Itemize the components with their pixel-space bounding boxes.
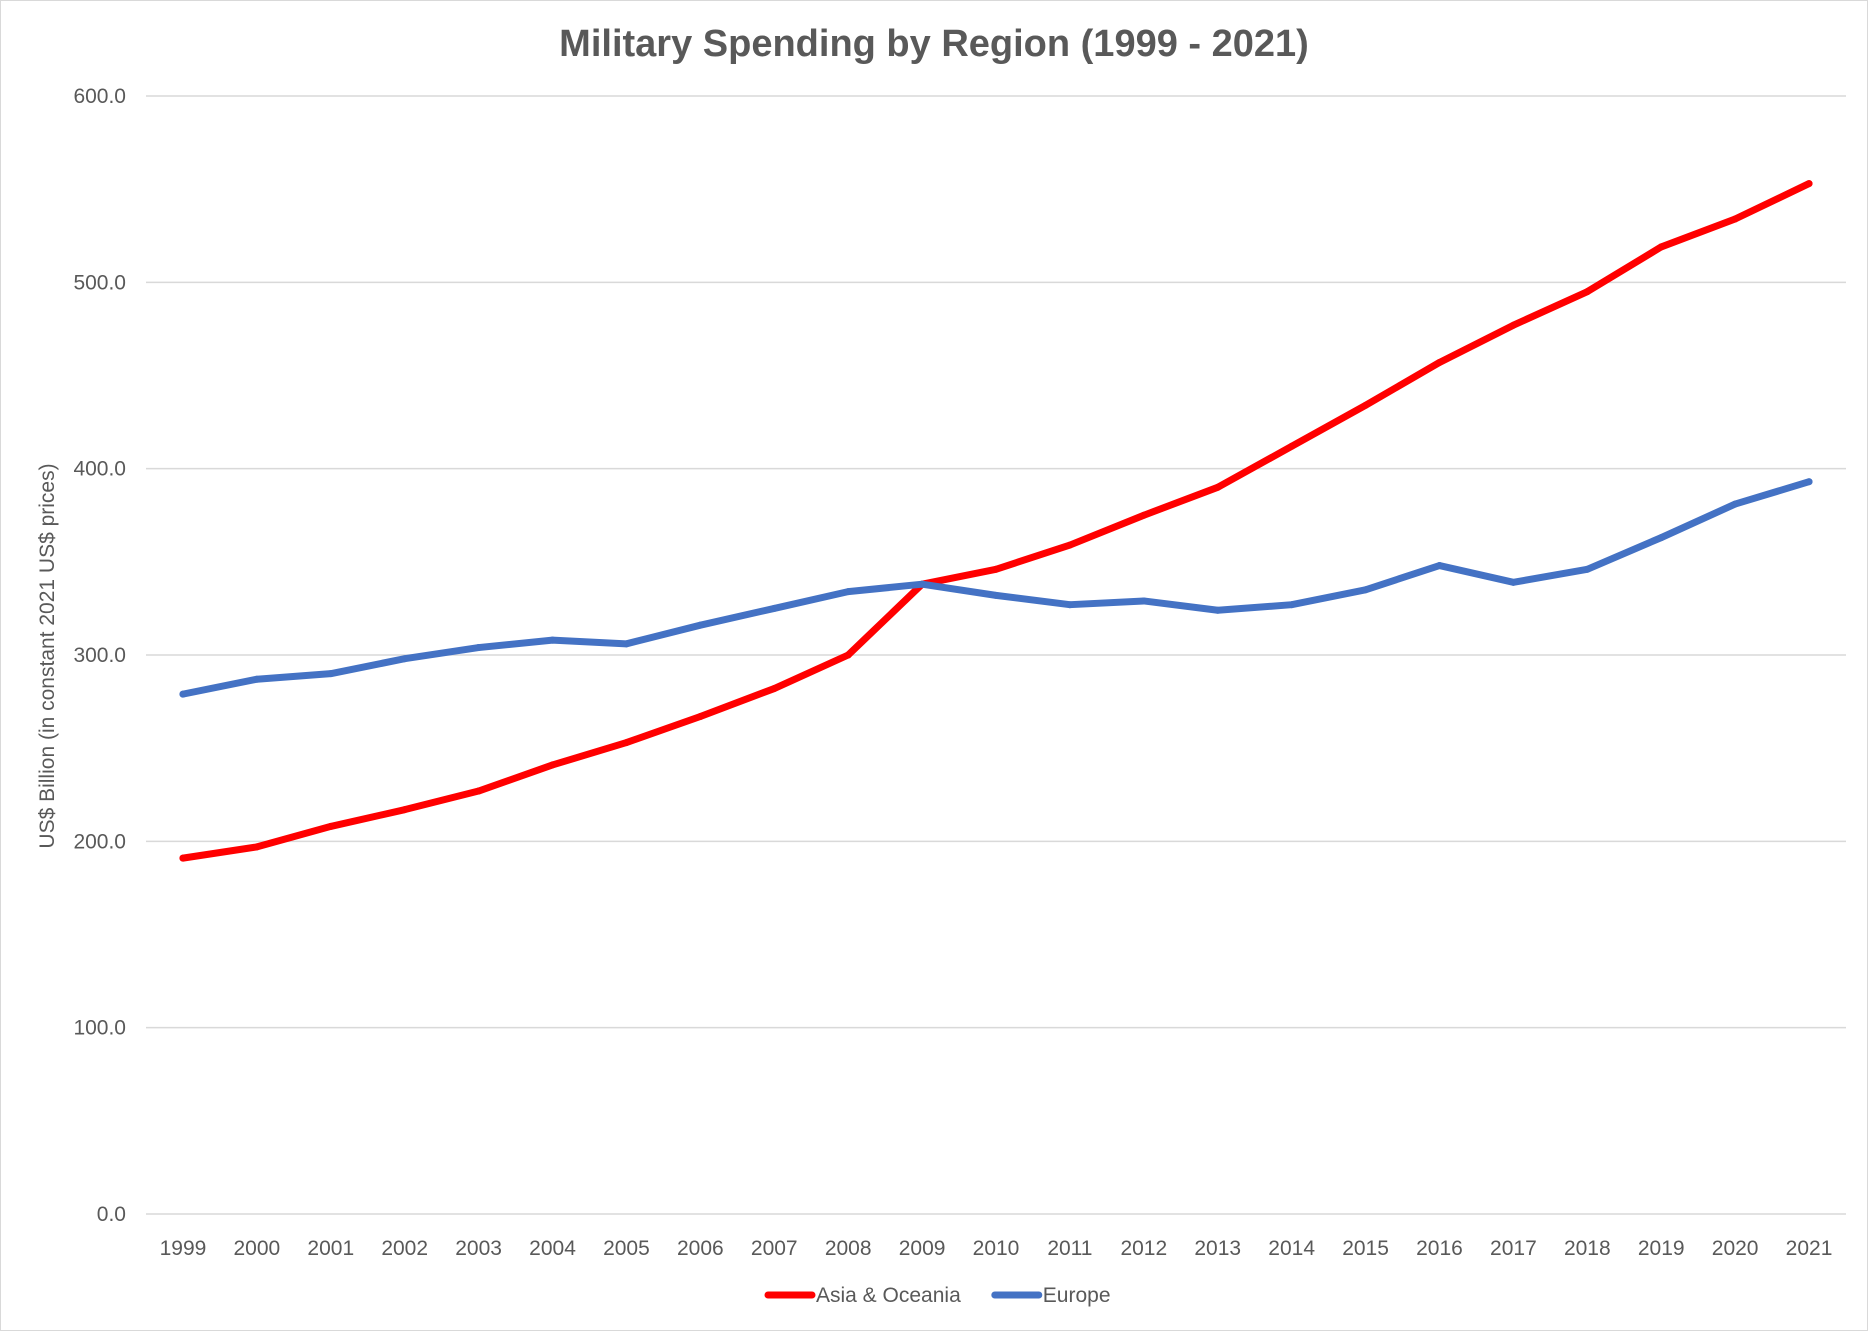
x-tick-label: 2011: [1047, 1237, 1092, 1260]
data-point: [1657, 243, 1665, 251]
chart-title: Military Spending by Region (1999 - 2021…: [559, 23, 1309, 65]
x-tick-label: 2001: [307, 1237, 354, 1260]
data-point: [622, 640, 630, 648]
series-europe: [179, 478, 1813, 698]
data-point: [622, 739, 630, 747]
data-point: [1805, 180, 1813, 188]
data-point: [1362, 586, 1370, 594]
series-lines: [179, 180, 1813, 862]
data-point: [696, 712, 704, 720]
data-point: [1362, 401, 1370, 409]
x-tick-label: 2021: [1786, 1237, 1833, 1260]
data-point: [1657, 534, 1665, 542]
y-tick-label: 600.0: [73, 85, 126, 108]
x-tick-label: 2005: [603, 1237, 650, 1260]
data-point: [401, 806, 409, 814]
x-tick-label: 2010: [973, 1237, 1020, 1260]
data-point: [1805, 478, 1813, 486]
data-point: [179, 690, 187, 698]
data-point: [1214, 483, 1222, 491]
data-point: [253, 843, 261, 851]
data-point: [992, 591, 1000, 599]
x-tick-label: 2004: [529, 1237, 576, 1260]
x-tick-label: 2017: [1490, 1237, 1537, 1260]
data-point: [475, 644, 483, 652]
data-point: [770, 604, 778, 612]
data-point: [696, 621, 704, 629]
legend-item: Europe: [991, 1284, 1111, 1307]
y-tick-label: 200.0: [73, 830, 126, 853]
data-point: [770, 685, 778, 693]
x-tick-label: 2008: [825, 1237, 872, 1260]
data-point: [1583, 288, 1591, 296]
data-point: [475, 787, 483, 795]
data-point: [549, 761, 557, 769]
data-point: [1435, 562, 1443, 570]
data-point: [401, 655, 409, 663]
data-point: [1066, 541, 1074, 549]
y-tick-label: 100.0: [73, 1017, 126, 1040]
y-axis-title: US$ Billion (in constant 2021 US$ prices…: [36, 463, 59, 848]
data-point: [844, 588, 852, 596]
data-point: [1288, 601, 1296, 609]
data-point: [179, 854, 187, 862]
series-line: [179, 180, 1813, 862]
x-tick-label: 2002: [381, 1237, 428, 1260]
x-tick-label: 2016: [1416, 1237, 1463, 1260]
data-point: [549, 636, 557, 644]
x-tick-label: 2000: [234, 1237, 281, 1260]
data-point: [327, 822, 335, 830]
legend: Asia & Oceania Europe: [764, 1284, 1111, 1307]
x-tick-label: 2003: [455, 1237, 502, 1260]
data-point: [844, 651, 852, 659]
x-tick-label: 2009: [899, 1237, 946, 1260]
legend-label: Europe: [1043, 1284, 1111, 1307]
x-tick-label: 2014: [1268, 1237, 1315, 1260]
data-point: [992, 565, 1000, 573]
x-tick-label: 2018: [1564, 1237, 1611, 1260]
y-tick-label: 300.0: [73, 644, 126, 667]
data-point: [253, 675, 261, 683]
data-point: [1509, 321, 1517, 329]
data-point: [1288, 442, 1296, 450]
x-tick-label: 2013: [1194, 1237, 1241, 1260]
x-tick-label: 2012: [1120, 1237, 1167, 1260]
data-point: [1731, 215, 1739, 223]
data-point: [1583, 565, 1591, 573]
y-tick-label: 0.0: [97, 1203, 126, 1226]
series-asia-oceania: [179, 180, 1813, 862]
data-point: [1140, 511, 1148, 519]
data-point: [327, 670, 335, 678]
data-point: [1435, 358, 1443, 366]
series-line: [179, 478, 1813, 698]
x-tick-label: 2007: [751, 1237, 798, 1260]
x-axis-ticks: 1999 2000 2001 2002 2003 2004 2005 2006 2007 2008…: [160, 1237, 1833, 1260]
data-point: [918, 580, 926, 588]
x-tick-label: 2019: [1638, 1237, 1685, 1260]
x-tick-label: 2020: [1712, 1237, 1759, 1260]
x-tick-label: 2015: [1342, 1237, 1389, 1260]
y-axis-ticks: 0.0 100.0 200.0 300.0 400.0 500.0 600.0: [73, 85, 126, 1226]
legend-item: Asia & Oceania: [764, 1284, 961, 1307]
data-point: [1214, 606, 1222, 614]
legend-label: Asia & Oceania: [816, 1284, 961, 1307]
data-point: [1066, 601, 1074, 609]
data-point: [1731, 500, 1739, 508]
x-tick-label: 1999: [160, 1237, 207, 1260]
y-tick-label: 400.0: [73, 458, 126, 481]
x-tick-label: 2006: [677, 1237, 724, 1260]
data-point: [1509, 578, 1517, 586]
y-tick-label: 500.0: [73, 271, 126, 294]
gridlines: [146, 95, 1846, 1215]
data-point: [1140, 597, 1148, 605]
